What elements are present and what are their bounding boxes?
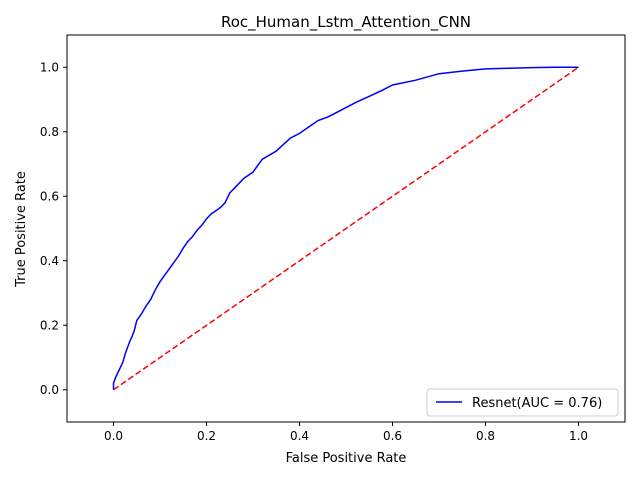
y-axis-ticks: 0.0 0.2 0.4 0.6 0.8 1.0 [40, 60, 67, 397]
y-tick-label: 0.8 [40, 125, 59, 139]
y-tick-label: 0.0 [40, 383, 59, 397]
y-tick-label: 1.0 [40, 60, 59, 74]
legend: Resnet(AUC = 0.76) [426, 388, 619, 417]
y-tick-label: 0.6 [40, 189, 59, 203]
series-layer [112, 66, 579, 391]
x-tick-label: 1.0 [569, 429, 588, 443]
x-axis-label: False Positive Rate [286, 451, 407, 466]
x-tick-label: 0.8 [476, 429, 495, 443]
y-axis-label: True Positive Rate [14, 171, 29, 288]
diagonal-reference-line [113, 66, 579, 391]
x-tick-label: 0.4 [290, 429, 309, 443]
legend-box [426, 388, 619, 417]
plot-frame [66, 34, 626, 423]
legend-label-resnet: Resnet(AUC = 0.76) [472, 396, 602, 411]
roc-curve-line [112, 66, 579, 390]
x-tick-label: 0.0 [104, 429, 123, 443]
x-tick-label: 0.6 [383, 429, 402, 443]
x-axis-ticks: 0.0 0.2 0.4 0.6 0.8 1.0 [104, 422, 588, 443]
y-tick-label: 0.2 [40, 318, 59, 332]
y-tick-label: 0.4 [40, 254, 59, 268]
x-tick-label: 0.2 [197, 429, 216, 443]
chart-title: Roc_Human_Lstm_Attention_CNN [221, 13, 471, 32]
